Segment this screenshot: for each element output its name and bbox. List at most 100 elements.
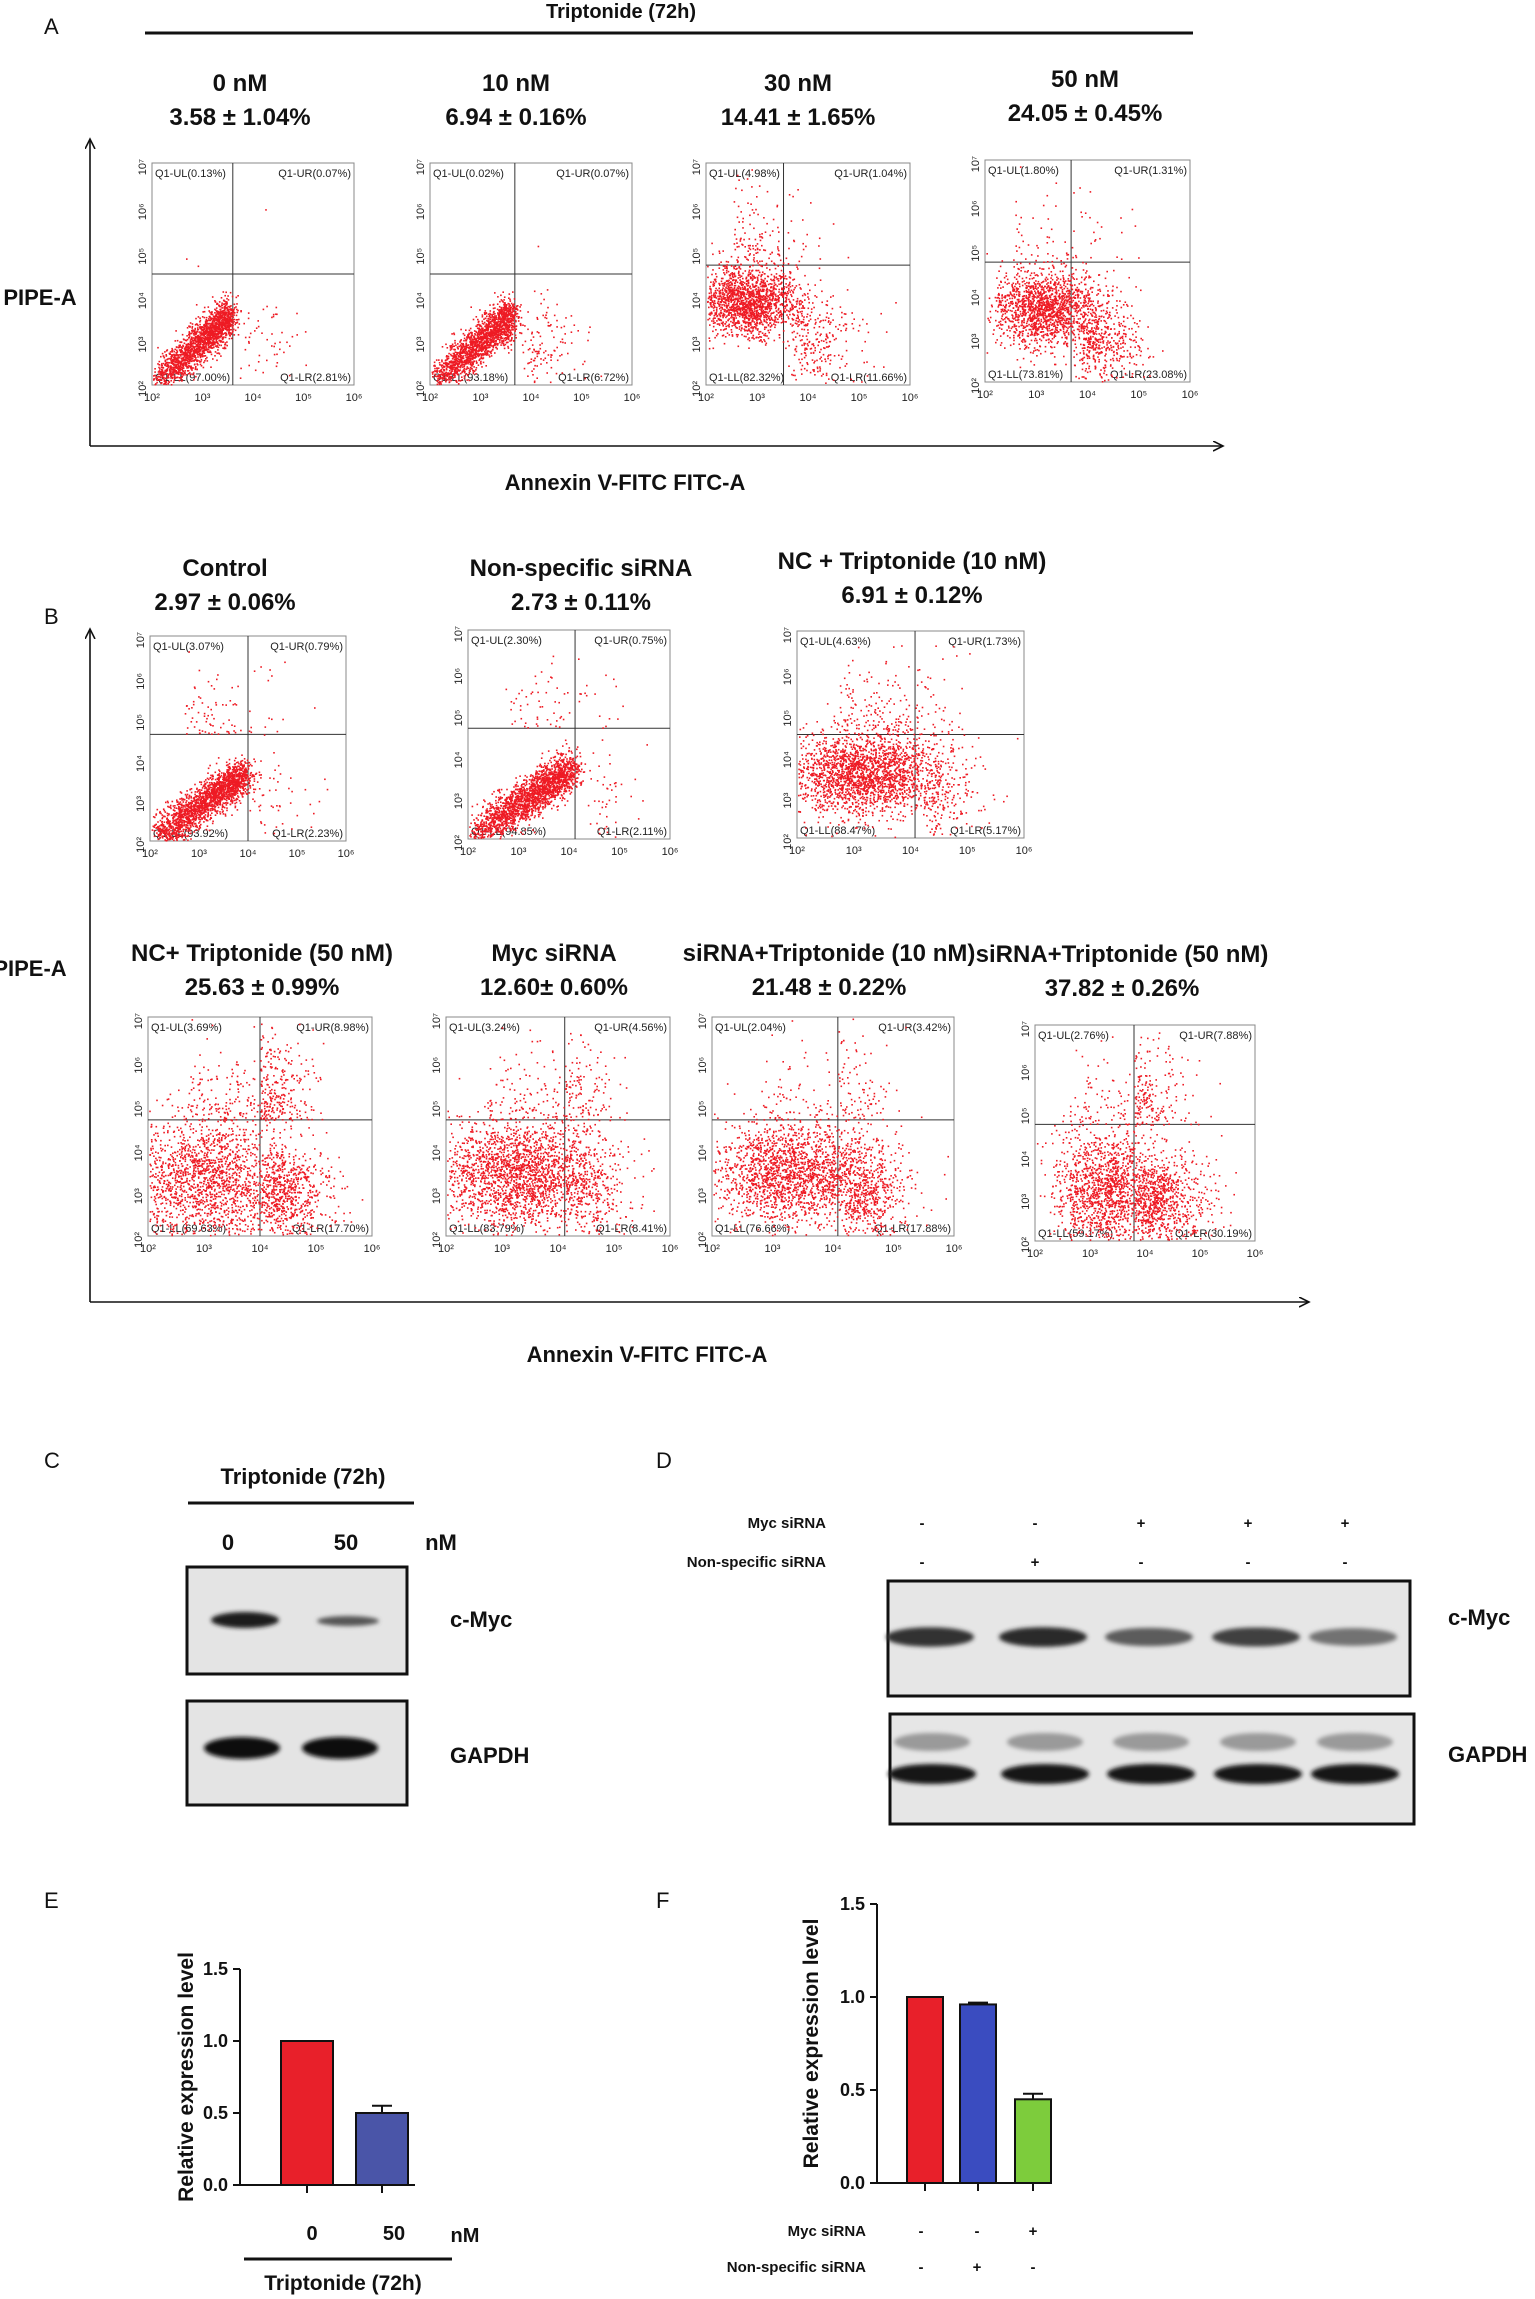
panel-d-sign: - (920, 1515, 925, 1532)
chart-e-x-unit: nM (451, 2225, 480, 2247)
chart-f-sign: - (975, 2223, 980, 2240)
panel-b-2-ytick: 10⁶ (782, 668, 794, 685)
panel-b-1-plot: Non-specific siRNA 2.73 ± 0.11% Q1-UL(2.30… (453, 555, 692, 858)
panel-b-4-xtick: 10⁵ (606, 1243, 623, 1255)
panel-b-5-ytick: 10³ (697, 1188, 709, 1204)
chart-f-bar (906, 1996, 944, 2184)
panel-c-band-cmyc-50 (317, 1616, 379, 1626)
panel-b-0-q-ur: Q1-UR(0.79%) (270, 641, 343, 653)
panel-a-1-q-ul: Q1-UL(0.02%) (433, 168, 504, 180)
panel-d-sign: - (920, 1554, 925, 1571)
panel-b-4-events (447, 1027, 655, 1236)
panel-a-1-q-lr: Q1-LR(6.72%) (558, 372, 629, 384)
panel-a-3-ytick: 10² (970, 378, 982, 394)
panel-b-5-title: siRNA+Triptonide (10 nM) (683, 940, 976, 967)
panel-b-2-xtick: 10⁵ (959, 845, 976, 857)
panel-a-0-ytick: 10³ (137, 336, 149, 352)
panel-b-5-plot: siRNA+Triptonide (10 nM) 21.48 ± 0.22% Q1-… (683, 940, 976, 1255)
panel-d-band-cmyc (1212, 1627, 1300, 1647)
panel-a-1-ytick: 10³ (415, 336, 427, 352)
panel-b: B PIPE-A Annexin V-FITC FITC-A Control 2.… (0, 548, 1308, 1367)
panel-b-0-events (151, 651, 329, 842)
panel-b-3-xtick: 10⁶ (364, 1243, 381, 1255)
panel-f-letter: F (656, 1888, 669, 1913)
panel-a-2-ytick: 10⁵ (691, 248, 703, 265)
panel-b-1-ytick: 10³ (453, 793, 465, 809)
panel-d-sign: - (1139, 1554, 1144, 1571)
panel-b-2-xtick: 10⁶ (1016, 845, 1033, 857)
panel-c-band-gapdh-0 (204, 1737, 280, 1759)
chart-e-ytick-label: 1.0 (203, 2031, 228, 2051)
panel-b-5-xtick: 10⁵ (885, 1243, 902, 1255)
panel-b-0-ytick: 10⁶ (135, 673, 147, 690)
panel-b-1-ytick: 10⁶ (453, 668, 465, 685)
panel-b-5-q-lr: Q1-LR(17.88%) (874, 1223, 951, 1235)
panel-d-sign: - (1033, 1515, 1038, 1532)
chart-e-ytick-label: 0.5 (203, 2103, 228, 2123)
panel-d-sign: - (1246, 1554, 1251, 1571)
panel-b-3-ytick: 10⁵ (133, 1101, 145, 1118)
panel-b-3-title: NC+ Triptonide (50 nM) (131, 940, 393, 967)
panel-b-1-xtick: 10³ (511, 846, 527, 858)
panel-d-band-cmyc (886, 1627, 974, 1647)
panel-b-4-ytick: 10⁶ (431, 1057, 443, 1074)
panel-b-2-ytick: 10³ (782, 792, 794, 808)
panel-b-6-ytick: 10⁷ (1020, 1021, 1032, 1037)
panel-b-3-q-lr: Q1-LR(17.70%) (292, 1223, 369, 1235)
panel-b-4-ytick: 10² (431, 1232, 443, 1248)
panel-b-4-q-ul: Q1-UL(3.24%) (449, 1022, 520, 1034)
panel-d-band-gapdh-smear (1007, 1733, 1083, 1751)
panel-a-0-title: 0 nM (213, 70, 268, 97)
panel-b-4-frame (445, 1016, 671, 1237)
panel-b-0-q-lr: Q1-LR(2.23%) (272, 828, 343, 840)
panel-b-4-ytick: 10⁴ (431, 1144, 443, 1161)
panel-a-2-title: 30 nM (764, 70, 832, 97)
panel-b-6-q-ur: Q1-UR(7.88%) (1179, 1030, 1252, 1042)
panel-a-3-xtick: 10⁴ (1079, 389, 1096, 401)
panel-b-1-xtick: 10⁶ (662, 846, 679, 858)
panel-b-2-q-ul: Q1-UL(4.63%) (800, 636, 871, 648)
panel-b-5-q-ll: Q1-LL(76.66%) (715, 1223, 790, 1235)
panel-b-2-events (798, 645, 1019, 839)
panel-b-0-value: 2.97 ± 0.06% (154, 589, 295, 616)
panel-a-2-q-ur: Q1-UR(1.04%) (834, 168, 907, 180)
panel-d-row-ns-label: Non-specific siRNA (687, 1554, 826, 1571)
chart-e-bar (280, 2040, 334, 2186)
chart-e-ytick-label: 1.5 (203, 1959, 228, 1979)
panel-d-cmyc-label: c-Myc (1448, 1605, 1510, 1630)
panel-b-2-xtick: 10³ (846, 845, 862, 857)
panel-b-6-title: siRNA+Triptonide (50 nM) (976, 941, 1269, 968)
panel-d-band-gapdh (1311, 1764, 1399, 1784)
panel-a-2-value: 14.41 ± 1.65% (721, 104, 876, 131)
panel-b-5-ytick: 10⁶ (697, 1057, 709, 1074)
panel-b-3-plot: NC+ Triptonide (50 nM) 25.63 ± 0.99% Q1-UL… (131, 940, 393, 1255)
panel-b-0-q-ul: Q1-UL(3.07%) (153, 641, 224, 653)
panel-a-0-events (153, 209, 307, 386)
panel-b-4-xtick: 10² (438, 1243, 454, 1255)
panel-a-1-xtick: 10⁵ (573, 392, 590, 404)
chart-f-bar (1014, 2098, 1052, 2185)
panel-b-2-value: 6.91 ± 0.12% (841, 582, 982, 609)
chart-f-sign: - (1031, 2259, 1036, 2276)
panel-c-cmyc-label: c-Myc (450, 1607, 512, 1632)
panel-b-1-q-ur: Q1-UR(0.75%) (594, 635, 667, 647)
panel-b-4-title: Myc siRNA (491, 940, 616, 967)
panel-b-6-xtick: 10⁵ (1192, 1248, 1209, 1260)
panel-b-6-ytick: 10⁶ (1020, 1064, 1032, 1081)
panel-b-6-frame (1034, 1024, 1256, 1242)
panel-a-0-ytick: 10⁶ (137, 203, 149, 220)
panel-b-6-ytick: 10⁵ (1020, 1107, 1032, 1124)
chart-f-sign: - (919, 2259, 924, 2276)
chart-e-xlabel: Triptonide (72h) (264, 2272, 422, 2295)
panel-a-1-xtick: 10³ (473, 392, 489, 404)
panel-b-1-xtick: 10⁵ (611, 846, 628, 858)
panel-a-0-q-ul: Q1-UL(0.13%) (155, 168, 226, 180)
panel-b-6-q-ul: Q1-UL(2.76%) (1038, 1030, 1109, 1042)
panel-b-4-ytick: 10⁷ (431, 1013, 443, 1029)
panel-a-plots: 0 nM 3.58 ± 1.04% Q1-UL(0.13%) Q1-UR(0.07%)… (137, 66, 1198, 404)
panel-b-3-ytick: 10⁶ (133, 1057, 145, 1074)
panel-a-1-plot: 10 nM 6.94 ± 0.16% Q1-UL(0.02%) Q1-UR(0.07%… (415, 70, 640, 404)
panel-b-6-ytick: 10² (1020, 1237, 1032, 1253)
panel-a-3-q-ul: Q1-UL(1.80%) (988, 165, 1059, 177)
